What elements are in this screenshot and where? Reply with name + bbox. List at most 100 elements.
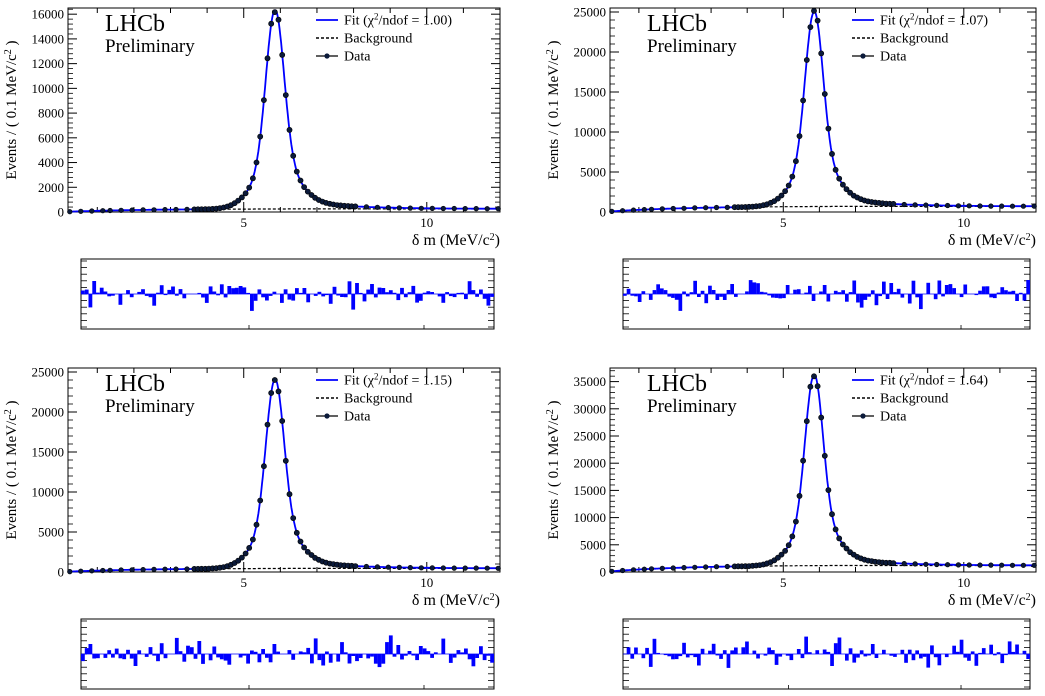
pull-bar (915, 650, 919, 654)
pull-bar (1026, 280, 1030, 294)
data-point (429, 565, 435, 571)
pull-bar (418, 294, 423, 301)
pull-bar (874, 294, 879, 306)
data-point (385, 205, 391, 211)
pull-bar (893, 654, 897, 657)
pull-bar (351, 294, 356, 310)
legend-background-label: Background (880, 392, 948, 407)
pull-bar (381, 288, 386, 294)
pull-bar (678, 654, 683, 657)
x-tick-label: 10 (957, 575, 970, 590)
data-point (484, 565, 490, 571)
data-point (713, 564, 720, 570)
pull-bar (343, 294, 348, 298)
panel-2: 0 5000 10000 15000 20000 25000 5 10 δ m (MeV/c2)… (545, 5, 1037, 249)
pull-bar (148, 294, 153, 298)
pull-bar (144, 294, 149, 296)
pull-bar (310, 654, 314, 664)
data-point (659, 206, 665, 212)
pull-bar (287, 650, 292, 654)
data-point (246, 184, 253, 191)
pull-bar (332, 286, 337, 294)
y-tick-label: 12000 (32, 56, 65, 71)
pull-bar (870, 644, 875, 654)
pull-bar (752, 282, 757, 294)
status-label: Preliminary (105, 396, 195, 417)
pull-bar (856, 654, 860, 658)
data-point (681, 564, 687, 571)
data-point (238, 554, 245, 561)
data-point (184, 566, 190, 572)
data-point (793, 158, 799, 165)
pull-bar (490, 654, 494, 663)
pull-bar (926, 282, 931, 294)
pull-bar (216, 294, 220, 296)
x-axis-title: δ m (MeV/c2) (412, 592, 500, 610)
pull-bar (648, 294, 653, 300)
pull-bar (697, 654, 701, 666)
pull-bar (741, 647, 746, 654)
data-point (253, 159, 260, 166)
y-tick-label: 0 (58, 565, 65, 580)
pull-bar (685, 654, 690, 658)
pull-panel-2 (622, 258, 1031, 330)
pull-bar (107, 294, 112, 297)
data-point (609, 208, 615, 214)
pull-bar (313, 638, 318, 654)
pull-bar (257, 289, 262, 294)
pull-bar (959, 294, 964, 298)
pull-bar (874, 654, 879, 658)
pull-bar (144, 654, 149, 657)
x-tick-label: 5 (780, 575, 787, 590)
y-tick-label: 20000 (574, 45, 607, 60)
y-tick-label: 14000 (32, 31, 65, 46)
pull-bar (856, 294, 860, 303)
data-point (304, 549, 311, 555)
pull-bar (870, 290, 875, 294)
data-point (473, 206, 479, 212)
plot-frame (609, 367, 1037, 573)
pull-bar (103, 291, 108, 294)
pull-bar (362, 294, 367, 302)
pull-bar (186, 645, 190, 654)
pull-bar (272, 644, 277, 654)
pull-bar (919, 654, 923, 659)
pull-bar (159, 643, 164, 654)
pull-bar (392, 654, 397, 657)
pull-bar (415, 654, 419, 661)
pull-bar (223, 654, 228, 661)
pull-bar (88, 644, 93, 654)
pull-bar (837, 292, 842, 294)
pull-bar (430, 654, 434, 658)
data-point (495, 206, 501, 212)
pull-bar (637, 294, 642, 302)
data-point (840, 541, 846, 548)
data-point (268, 20, 275, 27)
pull-bar (189, 647, 194, 654)
pull-bar (377, 654, 382, 668)
data-point (901, 201, 907, 208)
data-point (800, 457, 806, 464)
pull-bar (848, 292, 853, 294)
pull-bar (467, 654, 472, 660)
data-point (396, 564, 402, 571)
pull-bar (96, 654, 100, 659)
pull-bar (641, 654, 646, 659)
data-point (484, 206, 490, 212)
data-point (242, 190, 249, 197)
pull-bar (678, 294, 683, 311)
legend-fit-label: Fit (χ2/ndof = 1.15) (344, 372, 452, 389)
data-point (818, 414, 825, 421)
data-point (293, 168, 300, 175)
data-point (619, 208, 626, 214)
pull-bar (291, 294, 296, 301)
data-point (249, 175, 256, 182)
pull-bar (250, 294, 254, 311)
data-point (829, 150, 835, 157)
pull-bar (328, 654, 333, 663)
pull-bar (118, 294, 123, 305)
pull-bar (381, 654, 386, 664)
plot-frame (67, 7, 501, 213)
pull-bar (433, 652, 438, 654)
data-point (129, 207, 135, 213)
